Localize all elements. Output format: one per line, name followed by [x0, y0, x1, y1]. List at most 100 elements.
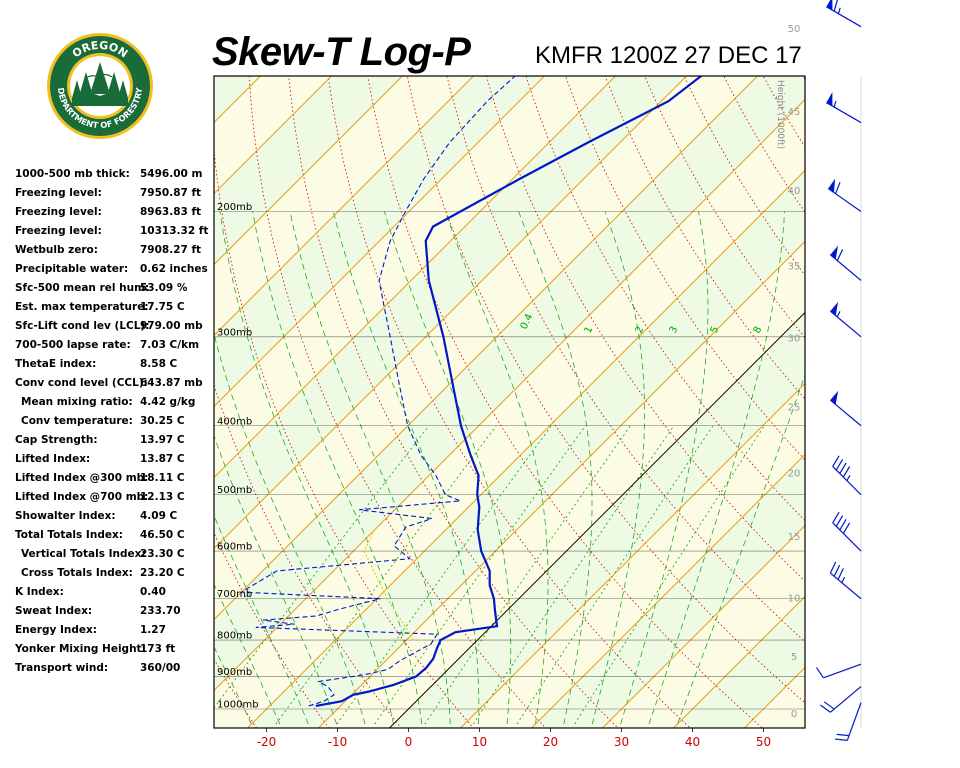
dry-adiabat: [644, 76, 805, 339]
wind-barb-pennant: [830, 301, 839, 316]
wind-barb-pennant: [828, 178, 836, 193]
wind-barb-flag: [832, 511, 840, 524]
station-time-label: KMFR 1200Z 27 DEC 17: [535, 42, 802, 69]
index-label: ThetaE index:: [15, 358, 97, 370]
index-label: Lifted Index:: [15, 453, 91, 465]
isotherm: [948, 66, 960, 738]
index-value: 7.03 C/km: [140, 339, 200, 351]
isobar-label: 700mb: [217, 589, 252, 600]
wind-barb-pennant: [830, 245, 839, 260]
mixing-ratio-line: [374, 425, 586, 725]
logo-hills: [72, 93, 128, 106]
mixing-ratio-line: [275, 425, 497, 725]
index-label: Total Totals Index:: [15, 529, 123, 541]
logo-tree-left: [79, 72, 93, 96]
wind-barb-staff: [829, 310, 862, 338]
isotherm: [877, 66, 960, 738]
dry-adiabat: [406, 76, 805, 704]
wind-barb: [832, 511, 862, 552]
mixing-ratio-line: [424, 425, 631, 725]
index-value: 23.20 C: [140, 567, 185, 579]
height-tick-label: 40: [788, 186, 801, 197]
moist-adiabat: [384, 211, 512, 725]
wind-barb-pennant: [826, 92, 833, 107]
moist-adiabat: [289, 211, 451, 725]
index-label: Lifted Index @700 mb:: [15, 491, 149, 503]
index-label: Sweat Index:: [15, 605, 93, 617]
mixing-ratio-label: 3: [668, 325, 681, 335]
index-value: 4.09 C: [140, 510, 178, 522]
wind-barb-flag: [829, 561, 837, 574]
wind-barb-staff: [829, 686, 862, 713]
wind-barb: [829, 301, 862, 338]
height-tick-label: 50: [788, 24, 801, 35]
wind-barb-staff: [829, 399, 862, 427]
x-tick-label: 40: [685, 735, 700, 749]
isotherm-stripe: [214, 76, 805, 691]
isotherms: [0, 66, 960, 738]
wind-barb-staff: [829, 572, 862, 600]
isobars: 200mb 300mb 400mb 500mb 600mb 700mb 800mb 900mb…: [214, 202, 805, 711]
oregon-forestry-logo: OREGON DEPARTMENT OF FORESTRY: [47, 33, 153, 139]
x-tick-label: 0: [405, 735, 413, 749]
wind-barb-half-flag: [833, 100, 837, 108]
mixing-ratio-line: [336, 425, 552, 725]
height-tick-label: 45: [788, 107, 801, 118]
index-value: 643.87 mb: [140, 377, 203, 389]
wind-barb: [826, 92, 862, 124]
sounding-traces: [239, 76, 703, 707]
mixing-ratio-line: [214, 425, 430, 709]
wind-barb-flag: [832, 455, 840, 467]
wind-barbs: [815, 0, 862, 741]
wind-barb-flag: [823, 701, 835, 710]
isotherm: [806, 66, 960, 738]
index-label: Est. max temperature:: [15, 301, 149, 313]
index-label: Lifted Index @300 mb:: [15, 472, 149, 484]
index-label: Sfc-Lift cond lev (LCL):: [15, 320, 150, 332]
index-label: 1000-500 mb thick:: [15, 168, 130, 180]
isotherm: [530, 453, 805, 728]
dewpoint-trace: [239, 76, 516, 707]
moist-adiabat: [252, 211, 423, 725]
index-label: 700-500 lapse rate:: [15, 339, 131, 351]
wind-barb-flag: [842, 522, 851, 534]
index-value: 360/00: [140, 662, 181, 674]
isotherm: [459, 382, 805, 728]
temperature-trace: [315, 76, 703, 707]
index-value: 17.75 C: [140, 301, 185, 313]
logo-tree-far-left: [72, 80, 82, 98]
isotherm: [214, 76, 759, 621]
logo-tree-right: [107, 72, 121, 96]
isobar-label: 800mb: [217, 631, 252, 642]
x-tick-label: 30: [614, 735, 629, 749]
isobar-label: 900mb: [217, 667, 252, 678]
logo-cloud: [85, 73, 113, 79]
isotherm-stripe: [948, 66, 960, 738]
index-value: 173 ft: [140, 643, 176, 655]
wind-barb-staff: [829, 254, 862, 281]
isotherm: [0, 66, 200, 738]
wind-barb-flag: [815, 667, 824, 679]
index-value: 233.70: [140, 605, 181, 617]
dry-adiabats: [214, 70, 960, 738]
isobar-label: 300mb: [217, 327, 252, 338]
moist-adiabat: [518, 211, 593, 725]
index-label: K Index:: [15, 586, 64, 598]
dry-adiabat: [917, 70, 960, 738]
wind-barb-half-flag: [841, 576, 846, 583]
wind-barb-flag: [836, 733, 850, 737]
wind-barb-flag: [833, 0, 838, 12]
mixing-ratio-line: [516, 425, 714, 725]
isotherm-stripe: [0, 66, 129, 738]
index-value: 4.42 g/kg: [140, 396, 196, 408]
wind-barb-flag: [842, 466, 851, 478]
mixing-ratio-line: [574, 425, 765, 725]
index-value: 0.62 inches: [140, 263, 208, 275]
moist-adiabat: [219, 211, 394, 725]
x-tick-label: -10: [328, 735, 348, 749]
index-value: 12.13 C: [140, 491, 185, 503]
index-label: Yonker Mixing Height:: [15, 643, 146, 655]
index-label: Vertical Totals Index:: [21, 548, 146, 560]
mixing-ratio-lines: [214, 425, 765, 725]
